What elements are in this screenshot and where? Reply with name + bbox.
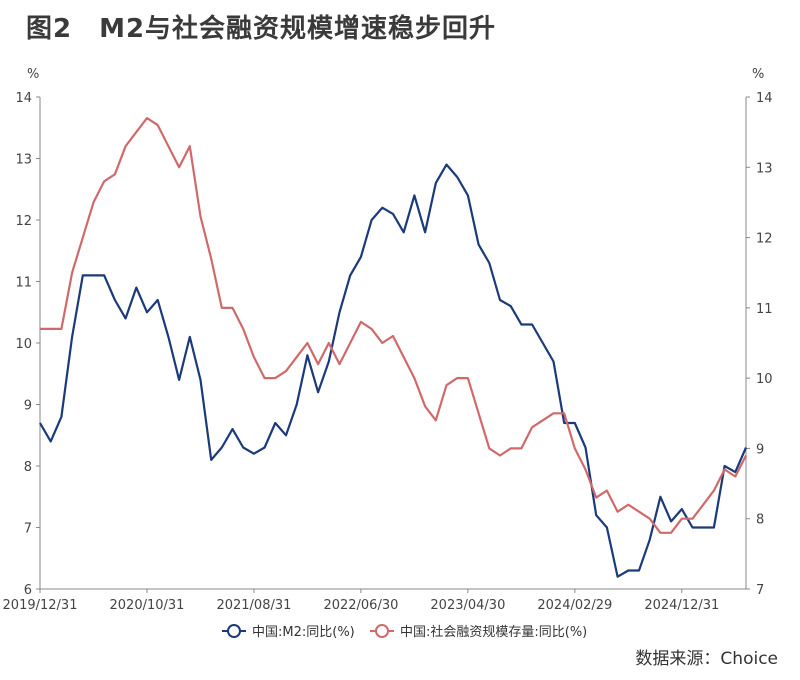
right-tick-label: 12 xyxy=(756,232,773,247)
legend-item-social-financing[interactable]: 中国:社会融资规模存量:同比(%) xyxy=(370,624,587,640)
chart-legend[interactable]: 中国:M2:同比(%) 中国:社会融资规模存量:同比(%) xyxy=(222,624,587,640)
right-axis-unit: % xyxy=(752,67,764,82)
left-tick-label: 8 xyxy=(24,460,32,475)
left-axis-unit: % xyxy=(27,67,39,82)
chart-axes: % % 6 7 8 9 10 11 12 13 14 7 8 9 10 11 12 13 14 2019/12/31 2… xyxy=(3,67,773,613)
x-tick-label: 2019/12/31 xyxy=(3,598,78,613)
right-tick-label: 8 xyxy=(756,513,764,528)
right-tick-label: 11 xyxy=(756,302,773,317)
right-tick-label: 13 xyxy=(756,161,773,176)
legend-label: 中国:社会融资规模存量:同比(%) xyxy=(400,624,587,640)
chart-title: 图2 M2与社会融资规模增速稳步回升 xyxy=(26,14,497,44)
left-tick-label: 7 xyxy=(24,522,32,537)
chart-series xyxy=(39,116,748,578)
legend-circle-marker xyxy=(375,624,389,638)
series-line-social-financing xyxy=(40,116,747,534)
left-tick-label: 14 xyxy=(15,91,32,106)
x-tick-label: 2024/02/29 xyxy=(537,598,612,613)
right-tick-label: 9 xyxy=(756,442,764,457)
legend-label: 中国:M2:同比(%) xyxy=(252,625,355,640)
right-tick-label: 14 xyxy=(756,91,773,106)
left-tick-label: 10 xyxy=(15,337,32,352)
right-tick-label: 7 xyxy=(756,583,764,598)
left-tick-label: 9 xyxy=(24,399,32,414)
series-line-m2 xyxy=(39,163,748,578)
x-tick-label: 2022/06/30 xyxy=(323,598,398,613)
legend-item-m2[interactable]: 中国:M2:同比(%) xyxy=(222,624,355,640)
x-tick-label: 2020/10/31 xyxy=(110,598,185,613)
legend-circle-marker xyxy=(227,624,241,638)
x-tick-label: 2023/04/30 xyxy=(430,598,505,613)
right-tick-label: 10 xyxy=(756,372,773,387)
left-tick-label: 12 xyxy=(15,214,32,229)
left-tick-label: 11 xyxy=(15,276,32,291)
left-tick-label: 13 xyxy=(15,153,32,168)
x-tick-label: 2021/08/31 xyxy=(216,598,291,613)
left-tick-label: 6 xyxy=(24,583,32,598)
x-tick-label: 2024/12/31 xyxy=(644,598,719,613)
data-source-note: 数据来源：Choice xyxy=(635,649,778,669)
